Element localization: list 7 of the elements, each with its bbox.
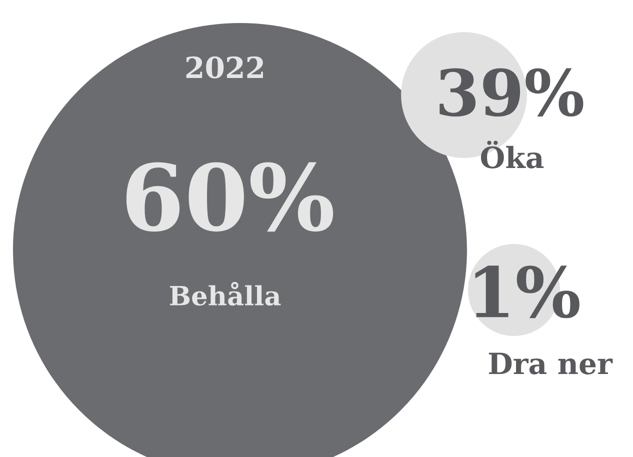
data-label: 39%: [440, 68, 584, 117]
data-label: 1%: [475, 266, 580, 318]
text: 2022: [186, 56, 263, 78]
category-label: Öka: [480, 140, 544, 168]
category-label: Dra ner: [488, 352, 613, 374]
category-label: Behålla: [170, 282, 281, 306]
data-label: 60%: [126, 162, 334, 232]
